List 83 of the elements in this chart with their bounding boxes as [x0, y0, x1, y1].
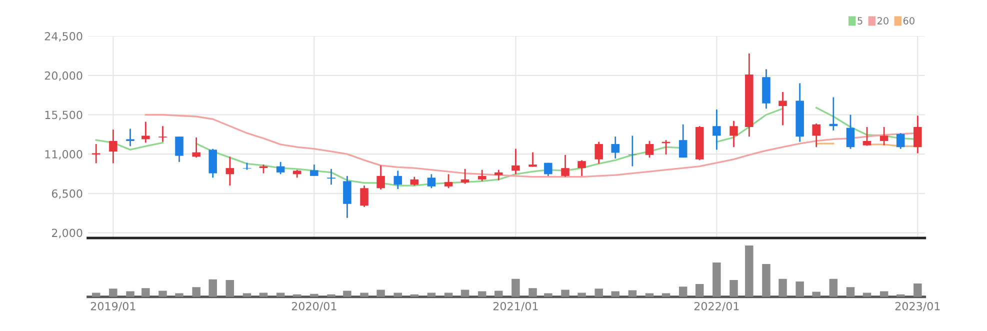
bar [494, 290, 503, 297]
x-tick-label: 2021/01 [493, 302, 538, 312]
candlestick [528, 152, 537, 168]
candlestick [678, 124, 688, 158]
bar [512, 278, 520, 297]
candlestick [544, 162, 552, 177]
candlestick [478, 169, 486, 182]
bar [460, 290, 470, 297]
bar [730, 280, 738, 297]
x-tick-label: 2020/01 [292, 302, 336, 312]
candlestick [561, 154, 570, 178]
bar [796, 281, 804, 297]
bar [192, 287, 200, 297]
candlestick [460, 168, 470, 184]
bar [611, 291, 620, 297]
bar [846, 287, 855, 297]
bar [561, 290, 570, 297]
candlestick [444, 173, 453, 189]
y-tick-label: 11,000 [45, 150, 82, 160]
y-tick-label: 20,000 [44, 71, 82, 81]
candlestick [126, 128, 134, 147]
bar [109, 288, 118, 297]
candlestick [92, 143, 100, 164]
bar [226, 280, 234, 297]
candlestick [578, 160, 586, 177]
candlestick [712, 108, 721, 150]
bar [343, 290, 352, 297]
bar [594, 288, 603, 297]
candlestick [730, 120, 738, 148]
candlestick [310, 164, 318, 177]
bar [695, 284, 704, 297]
candlestick [360, 184, 368, 208]
candlestick [512, 148, 520, 175]
candlestick [343, 175, 352, 219]
legend-label: 60 [903, 17, 914, 24]
candlestick [109, 128, 118, 164]
x-tick-label: 2022/01 [694, 302, 739, 312]
bar [142, 288, 150, 297]
candlestick [914, 114, 922, 154]
bar [778, 278, 787, 297]
bar [762, 264, 770, 297]
bar [376, 290, 385, 297]
legend-label: 5 [858, 17, 862, 24]
candlestick [158, 125, 167, 143]
bar [812, 292, 820, 297]
bar [528, 288, 537, 297]
bar [712, 262, 721, 297]
candlestick [846, 114, 855, 150]
candlestick [494, 169, 503, 181]
candlestick [175, 136, 184, 163]
candlestick [376, 164, 385, 190]
candlestick [142, 121, 150, 144]
candlestick [226, 156, 234, 186]
bar [208, 279, 217, 297]
candlestick [778, 91, 787, 126]
candlestick [594, 141, 603, 164]
y-tick-label: 15,500 [45, 110, 82, 120]
candlestick [628, 135, 637, 168]
bar [914, 284, 922, 297]
candlestick [394, 170, 402, 190]
y-tick-label: 2,000 [52, 228, 82, 238]
bar [745, 246, 754, 297]
y-tick-label: 6,500 [52, 189, 82, 199]
bar [678, 286, 688, 297]
candlestick [880, 126, 888, 146]
candlestick [327, 168, 336, 186]
candlestick [208, 148, 217, 178]
bar [628, 290, 637, 297]
candlestick [896, 132, 905, 150]
x-tick-label: 2019/01 [90, 302, 136, 312]
bar [158, 290, 167, 297]
candlestick [276, 161, 285, 175]
bar [126, 291, 134, 297]
x-tick-label: 2023/01 [895, 302, 940, 312]
candlestick [192, 136, 200, 158]
bar [829, 278, 838, 297]
candlestick [611, 136, 620, 160]
legend-label: 20 [877, 17, 888, 24]
candlestick [427, 173, 436, 189]
candlestick [645, 140, 654, 158]
candlestick [862, 126, 872, 146]
y-tick-label: 24,500 [44, 32, 82, 42]
candlestick [812, 122, 820, 148]
